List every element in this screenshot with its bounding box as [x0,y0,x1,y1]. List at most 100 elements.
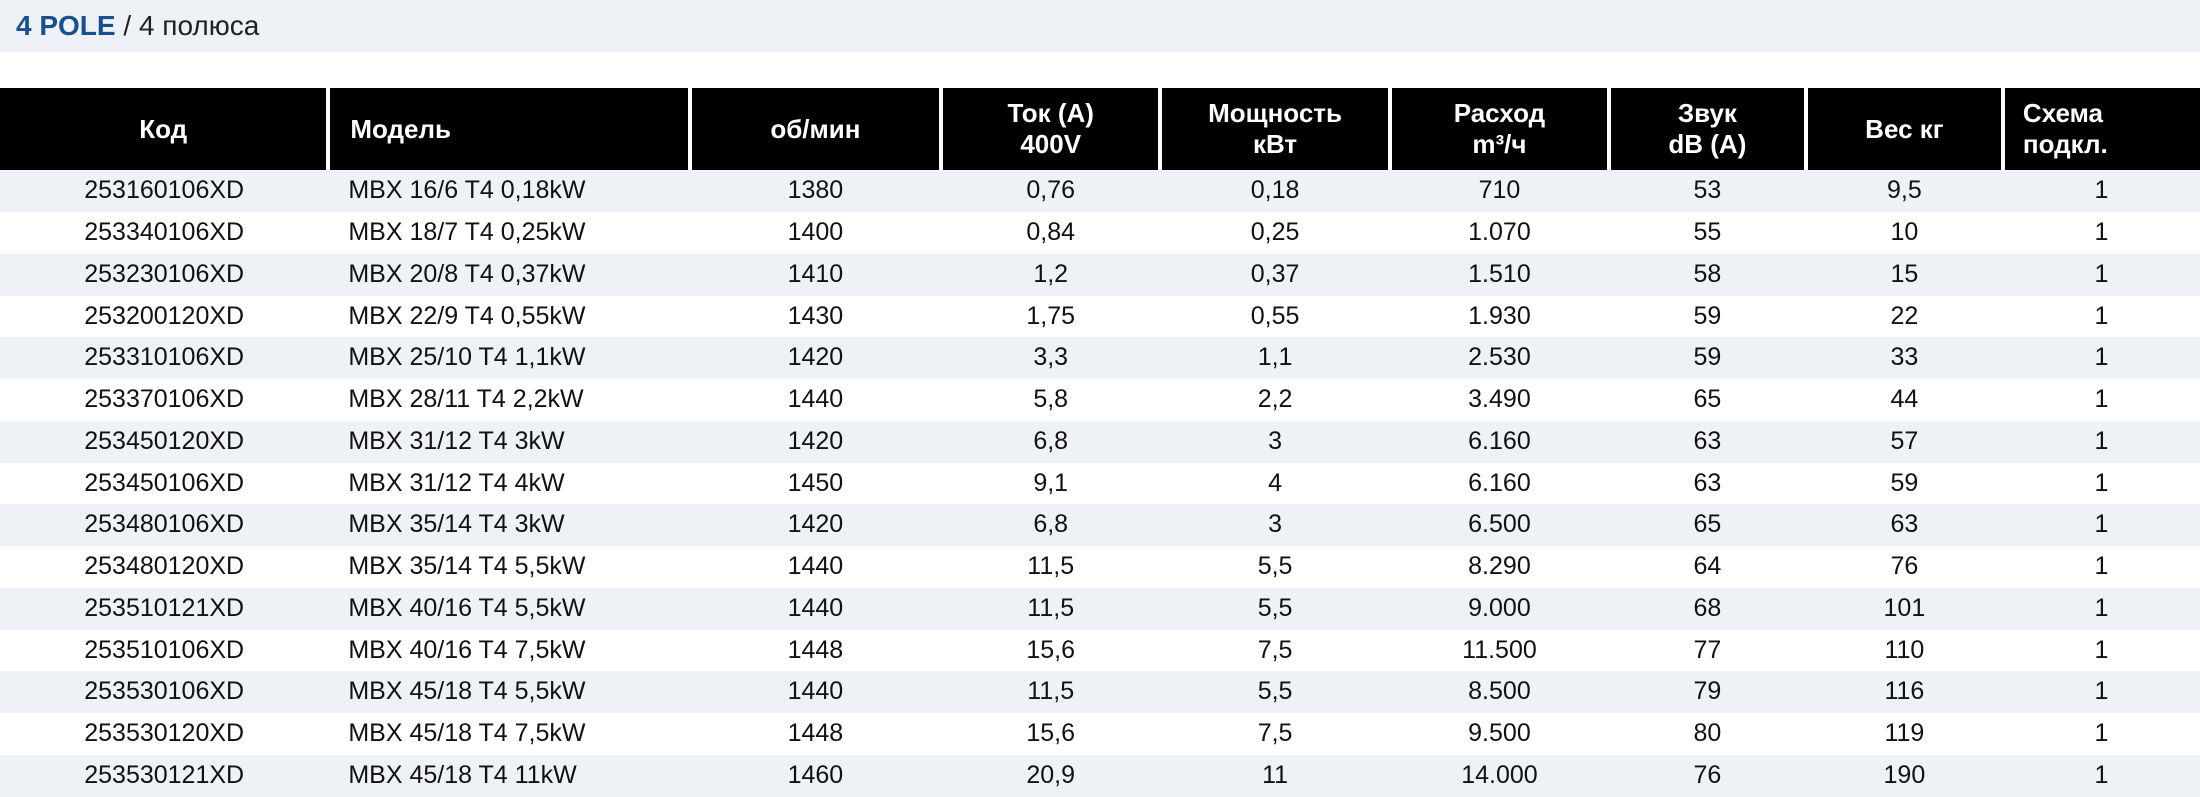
table-cell: 253530121XD [0,755,328,797]
table-cell: 253450106XD [0,463,328,505]
table-cell: 1 [2003,212,2200,254]
table-cell: 59 [1806,463,2003,505]
table-cell: 65 [1609,379,1806,421]
table-cell: 1 [2003,421,2200,463]
table-cell: 64 [1609,546,1806,588]
table-cell: 0,18 [1160,170,1390,212]
table-cell: 1 [2003,379,2200,421]
table-cell: 68 [1609,588,1806,630]
section-title-bar: 4 POLE / 4 полюса [0,0,2200,52]
table-row: 253160106XDMBX 16/6 T4 0,18kW13800,760,1… [0,170,2200,212]
table-cell: 1 [2003,463,2200,505]
table-cell: 15,6 [941,630,1160,672]
table-cell: 710 [1390,170,1609,212]
table-cell: 253530106XD [0,671,328,713]
table-cell: 0,55 [1160,296,1390,338]
table-cell: 77 [1609,630,1806,672]
table-cell: 8.500 [1390,671,1609,713]
table-row: 253510106XDMBX 40/16 T4 7,5kW144815,67,5… [0,630,2200,672]
table-row: 253450120XDMBX 31/12 T4 3kW14206,836.160… [0,421,2200,463]
table-cell: 0,37 [1160,254,1390,296]
table-cell: 110 [1806,630,2003,672]
table-cell: 2.530 [1390,337,1609,379]
table-cell: 253480106XD [0,504,328,546]
table-cell: 6.160 [1390,463,1609,505]
column-header: Вес кг [1806,88,2003,170]
section-title-secondary: 4 полюса [139,10,259,41]
column-header: Ток (А)400V [941,88,1160,170]
table-cell: 1 [2003,630,2200,672]
table-row: 253200120XDMBX 22/9 T4 0,55kW14301,750,5… [0,296,2200,338]
table-cell: 1 [2003,713,2200,755]
spec-table: КодМодельоб/минТок (А)400VМощностькВтРас… [0,88,2200,797]
table-cell: 253530120XD [0,713,328,755]
table-cell: 5,5 [1160,671,1390,713]
table-cell: 1440 [690,546,942,588]
table-cell: 6,8 [941,504,1160,546]
table-row: 253530106XDMBX 45/18 T4 5,5kW144011,55,5… [0,671,2200,713]
table-cell: 33 [1806,337,2003,379]
table-cell: 63 [1609,421,1806,463]
table-cell: 1400 [690,212,942,254]
table-cell: 119 [1806,713,2003,755]
table-cell: 1440 [690,588,942,630]
table-header: КодМодельоб/минТок (А)400VМощностькВтРас… [0,88,2200,170]
table-cell: 253510121XD [0,588,328,630]
table-cell: MBX 18/7 T4 0,25kW [328,212,689,254]
table-cell: 253510106XD [0,630,328,672]
table-cell: 1 [2003,671,2200,713]
table-cell: 253200120XD [0,296,328,338]
table-cell: 253160106XD [0,170,328,212]
table-row: 253370106XDMBX 28/11 T4 2,2kW14405,82,23… [0,379,2200,421]
table-cell: MBX 28/11 T4 2,2kW [328,379,689,421]
table-cell: 1450 [690,463,942,505]
table-cell: 1448 [690,713,942,755]
table-cell: 8.290 [1390,546,1609,588]
table-cell: 3 [1160,421,1390,463]
table-cell: 4 [1160,463,1390,505]
section-title-separator: / [116,10,139,41]
table-cell: 1,1 [1160,337,1390,379]
column-header: Схемаподкл. [2003,88,2200,170]
table-cell: 10 [1806,212,2003,254]
table-cell: 9.000 [1390,588,1609,630]
table-cell: 7,5 [1160,630,1390,672]
section-title-primary: 4 POLE [16,10,116,41]
table-cell: 76 [1806,546,2003,588]
table-cell: 1 [2003,337,2200,379]
table-cell: 1.070 [1390,212,1609,254]
table-cell: 1448 [690,630,942,672]
table-cell: 1 [2003,296,2200,338]
table-cell: 1440 [690,671,942,713]
table-cell: 1410 [690,254,942,296]
table-cell: MBX 20/8 T4 0,37kW [328,254,689,296]
table-cell: 0,84 [941,212,1160,254]
table-cell: 20,9 [941,755,1160,797]
table-cell: 253450120XD [0,421,328,463]
table-cell: 1 [2003,755,2200,797]
table-cell: 3 [1160,504,1390,546]
table-row: 253510121XDMBX 40/16 T4 5,5kW144011,55,5… [0,588,2200,630]
table-cell: 63 [1609,463,1806,505]
table-cell: 76 [1609,755,1806,797]
table-cell: 3.490 [1390,379,1609,421]
table-cell: MBX 45/18 T4 11kW [328,755,689,797]
table-row: 253530121XDMBX 45/18 T4 11kW146020,91114… [0,755,2200,797]
table-cell: 80 [1609,713,1806,755]
table-cell: 253310106XD [0,337,328,379]
table-cell: 253340106XD [0,212,328,254]
table-cell: MBX 35/14 T4 5,5kW [328,546,689,588]
table-cell: 79 [1609,671,1806,713]
table-cell: 253480120XD [0,546,328,588]
table-cell: 22 [1806,296,2003,338]
table-cell: MBX 40/16 T4 5,5kW [328,588,689,630]
column-header: об/мин [690,88,942,170]
table-cell: 1,75 [941,296,1160,338]
table-cell: 253230106XD [0,254,328,296]
table-cell: MBX 22/9 T4 0,55kW [328,296,689,338]
table-cell: MBX 16/6 T4 0,18kW [328,170,689,212]
table-cell: 11.500 [1390,630,1609,672]
table-cell: 1420 [690,337,942,379]
table-cell: 116 [1806,671,2003,713]
table-cell: MBX 25/10 T4 1,1kW [328,337,689,379]
